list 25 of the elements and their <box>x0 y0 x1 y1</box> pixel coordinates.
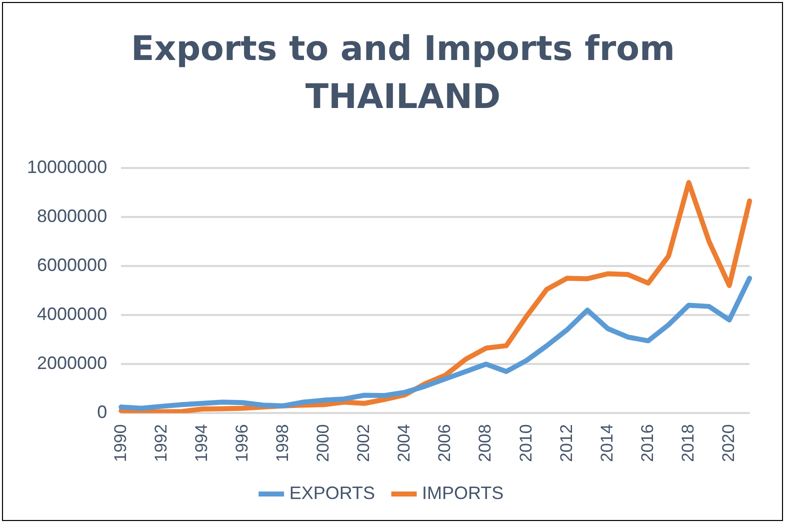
x-tick-label: 1992 <box>151 424 170 462</box>
x-tick-label: 2014 <box>597 424 616 462</box>
legend-label: EXPORTS <box>289 482 376 503</box>
y-tick-label: 6000000 <box>37 254 108 275</box>
chart-title: Exports to and Imports from THAILAND <box>130 28 676 119</box>
y-tick-label: 0 <box>97 402 108 422</box>
x-tick-label: 2008 <box>476 424 495 462</box>
x-tick-label: 2006 <box>435 424 454 462</box>
y-tick-label: 8000000 <box>37 206 108 226</box>
x-tick-label: 1990 <box>110 424 130 462</box>
x-tick-label: 2002 <box>354 424 374 462</box>
x-tick-label: 2018 <box>678 424 698 462</box>
x-tick-label: 1998 <box>272 424 292 462</box>
y-tick-label: 2000000 <box>37 353 108 374</box>
x-tick-label: 2010 <box>516 424 536 462</box>
legend-label: IMPORTS <box>422 482 504 503</box>
x-tick-label: 2004 <box>394 424 414 462</box>
x-tick-label: 1996 <box>232 424 252 462</box>
y-tick-label: 4000000 <box>37 304 108 324</box>
x-tick-label: 1994 <box>192 424 211 462</box>
x-tick-label: 2012 <box>556 424 576 462</box>
x-tick-label: 2020 <box>719 424 738 462</box>
x-tick-label: 2000 <box>314 424 333 462</box>
x-tick-label: 2016 <box>638 424 657 462</box>
y-tick-label: 10000000 <box>26 156 108 177</box>
